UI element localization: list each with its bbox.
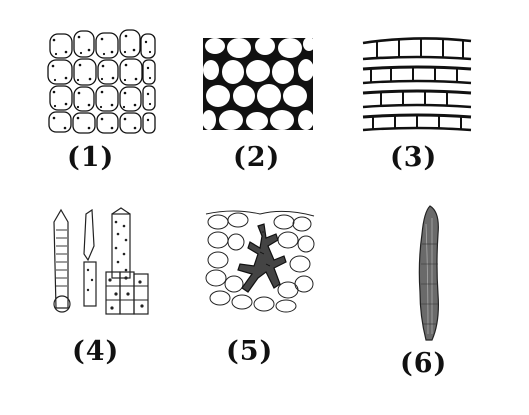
label-1: (1)	[67, 142, 115, 173]
tissue-6-fiber	[418, 205, 439, 341]
tissue-3-sclerenchyma	[362, 37, 472, 132]
label-2: (2)	[233, 142, 281, 173]
tissue-4-xylem-elements	[53, 207, 149, 315]
label-4: (4)	[72, 336, 120, 367]
label-6: (6)	[400, 348, 448, 379]
tissue-2-collenchyma	[202, 37, 315, 130]
tissue-5-sclereid	[205, 210, 315, 313]
label-5: (5)	[226, 336, 274, 367]
label-3: (3)	[390, 142, 438, 173]
tissue-1-parenchyma	[47, 29, 156, 134]
